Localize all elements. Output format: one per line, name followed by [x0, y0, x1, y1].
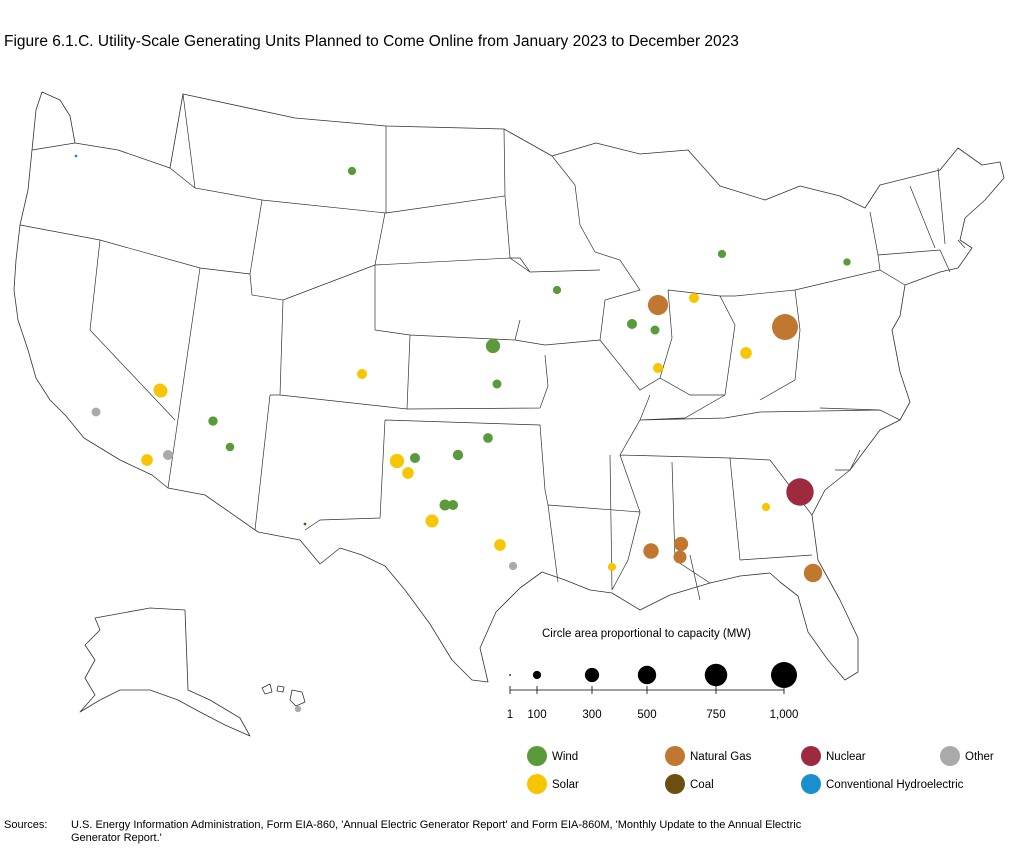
plant-marker-solar	[761, 502, 771, 512]
plant-marker-wind	[447, 499, 459, 511]
plant-marker-solar	[652, 362, 664, 374]
plant-marker-wind	[843, 258, 851, 266]
legend-label-gas: Natural Gas	[690, 751, 752, 763]
legend-label-hydro: Conventional Hydroelectric	[826, 779, 964, 791]
plant-marker-hydro	[74, 154, 78, 158]
plant-marker-wind	[552, 285, 562, 295]
size-legend-label: 750	[706, 709, 725, 721]
size-legend-circle	[704, 663, 728, 687]
plant-marker-solar	[389, 453, 405, 469]
plant-marker-nuclear	[786, 478, 814, 506]
plant-marker-other	[162, 449, 174, 461]
fuel-legend: Wind Natural Gas Nuclear Other Solar Coal Conv…	[527, 746, 994, 794]
plant-marker-wind	[225, 442, 235, 452]
plant-marker-other	[294, 705, 302, 713]
plant-marker-solar	[141, 454, 153, 466]
plant-marker-wind	[347, 166, 357, 176]
plant-marker-gas	[772, 314, 798, 340]
sources-text: U.S. Energy Information Administration, …	[71, 819, 802, 844]
plant-marker-solar	[607, 562, 617, 572]
legend-label-solar: Solar	[552, 779, 579, 791]
size-legend-label: 300	[582, 709, 601, 721]
legend-label-nuclear: Nuclear	[826, 751, 866, 763]
legend-swatch-solar	[527, 774, 547, 794]
plant-marker-coal	[303, 522, 307, 526]
plant-marker-solar	[688, 292, 700, 304]
plant-marker-other	[91, 407, 101, 417]
size-legend-label: 500	[637, 709, 656, 721]
legend-swatch-wind	[527, 746, 547, 766]
plant-marker-solar	[740, 347, 752, 359]
plant-marker-gas	[803, 563, 823, 583]
size-legend: Circle area proportional to capacity (MW…	[507, 628, 799, 721]
state-boundaries	[13, 91, 1005, 737]
plant-marker-wind	[452, 449, 464, 461]
hawaii-island-small	[261, 683, 285, 695]
plant-marker-wind	[626, 318, 638, 330]
plant-marker-wind	[492, 379, 502, 389]
plant-marker-solar	[402, 467, 414, 479]
sources-label: Sources:	[4, 819, 48, 831]
legend-label-other: Other	[965, 751, 994, 763]
plant-marker-gas	[643, 543, 659, 559]
legend-swatch-hydro	[801, 774, 821, 794]
size-legend-label: 100	[527, 709, 546, 721]
size-legend-circle	[532, 670, 542, 680]
plant-marker-wind	[483, 433, 493, 443]
size-legend-label: 1,000	[770, 709, 799, 721]
plant-marker-gas	[673, 550, 687, 564]
plant-marker-solar	[494, 539, 506, 551]
plant-marker-wind	[208, 416, 218, 426]
plant-marker-wind	[409, 452, 421, 464]
legend-swatch-gas	[665, 746, 685, 766]
legend-swatch-other	[940, 746, 960, 766]
figure-title: Figure 6.1.C. Utility-Scale Generating U…	[4, 33, 739, 50]
size-legend-circle	[509, 674, 511, 676]
plant-marker-gas	[647, 294, 669, 316]
plant-marker-solar	[425, 514, 439, 528]
plant-marker-solar	[154, 384, 168, 398]
size-legend-caption: Circle area proportional to capacity (MW…	[542, 628, 751, 640]
legend-swatch-coal	[665, 774, 685, 794]
alaska-outline	[79, 607, 251, 737]
plant-marker-wind	[439, 499, 451, 511]
contiguous-us-outline	[13, 91, 1005, 683]
legend-swatch-nuclear	[801, 746, 821, 766]
hawaii-island	[289, 689, 306, 707]
size-legend-circle	[637, 665, 657, 685]
legend-label-coal: Coal	[690, 779, 714, 791]
plant-markers-layer	[74, 154, 851, 713]
plant-marker-wind	[485, 338, 501, 354]
size-legend-label: 1	[507, 709, 513, 721]
plant-marker-wind	[650, 325, 660, 335]
plant-marker-wind	[717, 249, 727, 259]
plant-marker-gas	[673, 536, 689, 552]
size-legend-circle	[771, 662, 797, 688]
size-legend-circle	[584, 667, 600, 683]
plant-marker-other	[508, 561, 518, 571]
legend-label-wind: Wind	[552, 751, 578, 763]
plant-marker-solar	[356, 368, 368, 380]
